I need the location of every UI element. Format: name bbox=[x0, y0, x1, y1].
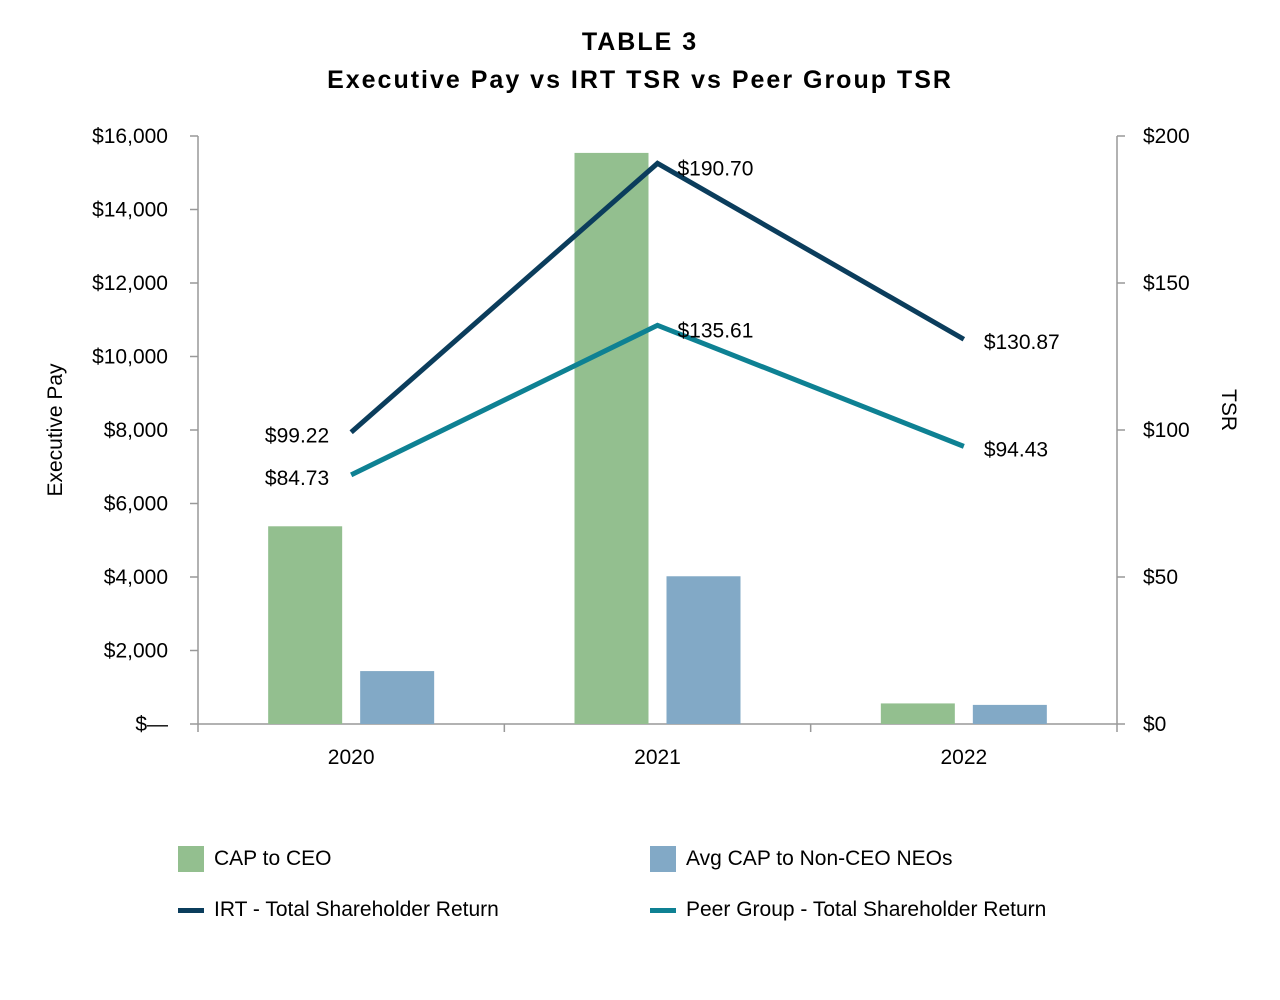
y-tick-label-left: $4,000 bbox=[104, 566, 168, 589]
y-tick-label-right: $200 bbox=[1143, 125, 1190, 148]
x-tick-label: 2020 bbox=[328, 746, 375, 769]
legend-item-cap-non-ceo: Avg CAP to Non-CEO NEOs bbox=[650, 846, 953, 872]
bar-cap-non-ceo bbox=[972, 704, 1047, 724]
line-irt-tsr-data-label: $190.70 bbox=[678, 157, 754, 180]
line-peer-tsr-data-label: $135.61 bbox=[678, 319, 754, 342]
line-irt-tsr bbox=[349, 160, 966, 435]
y-tick-label-left: $— bbox=[135, 713, 168, 736]
line-peer-tsr bbox=[350, 322, 965, 478]
y-tick-label-right: $100 bbox=[1143, 419, 1190, 442]
legend-item-irt-tsr: IRT - Total Shareholder Return bbox=[178, 898, 499, 922]
y-tick-label-left: $8,000 bbox=[104, 419, 168, 442]
legend-label-cap-non-ceo: Avg CAP to Non-CEO NEOs bbox=[686, 847, 953, 870]
y-axis-title-left: Executive Pay bbox=[44, 363, 67, 497]
bar-cap-non-ceo bbox=[360, 671, 435, 724]
y-tick-label-left: $6,000 bbox=[104, 493, 168, 516]
y-tick-label-right: $150 bbox=[1143, 272, 1190, 295]
y-tick-label-right: $50 bbox=[1143, 566, 1178, 589]
x-tick-label: 2022 bbox=[940, 746, 987, 769]
legend-label-cap-ceo: CAP to CEO bbox=[214, 847, 332, 870]
y-tick-label-left: $12,000 bbox=[92, 272, 168, 295]
bar-cap-ceo bbox=[880, 703, 955, 724]
legend-swatch-cap-ceo bbox=[178, 846, 204, 872]
y-tick-label-left: $14,000 bbox=[92, 199, 168, 222]
line-peer-tsr-data-label: $94.43 bbox=[984, 438, 1048, 461]
legend-label-irt-tsr: IRT - Total Shareholder Return bbox=[214, 898, 499, 921]
line-irt-tsr-data-label: $99.22 bbox=[265, 424, 329, 447]
legend-swatch-peer-tsr bbox=[650, 907, 676, 913]
legend-label-peer-tsr: Peer Group - Total Shareholder Return bbox=[686, 898, 1047, 921]
line-peer-tsr-data-label: $84.73 bbox=[265, 467, 329, 490]
y-tick-label-left: $2,000 bbox=[104, 640, 168, 663]
legend-item-peer-tsr: Peer Group - Total Shareholder Return bbox=[650, 898, 1046, 922]
bar-cap-ceo bbox=[268, 526, 343, 724]
bar-cap-ceo bbox=[574, 152, 649, 724]
y-axis-title-right: TSR bbox=[1217, 389, 1240, 431]
y-tick-label-left: $16,000 bbox=[92, 125, 168, 148]
legend-item-cap-ceo: CAP to CEO bbox=[178, 846, 332, 872]
bar-cap-non-ceo bbox=[666, 576, 741, 724]
line-irt-tsr-data-label: $130.87 bbox=[984, 331, 1060, 354]
x-tick-label: 2021 bbox=[634, 746, 681, 769]
chart-subtitle: Executive Pay vs IRT TSR vs Peer Group T… bbox=[327, 66, 953, 94]
legend-swatch-irt-tsr bbox=[178, 907, 204, 913]
y-tick-label-left: $10,000 bbox=[92, 346, 168, 369]
legend-swatch-cap-non-ceo bbox=[650, 846, 676, 872]
y-tick-label-right: $0 bbox=[1143, 713, 1166, 736]
chart-title: TABLE 3 bbox=[581, 28, 699, 56]
